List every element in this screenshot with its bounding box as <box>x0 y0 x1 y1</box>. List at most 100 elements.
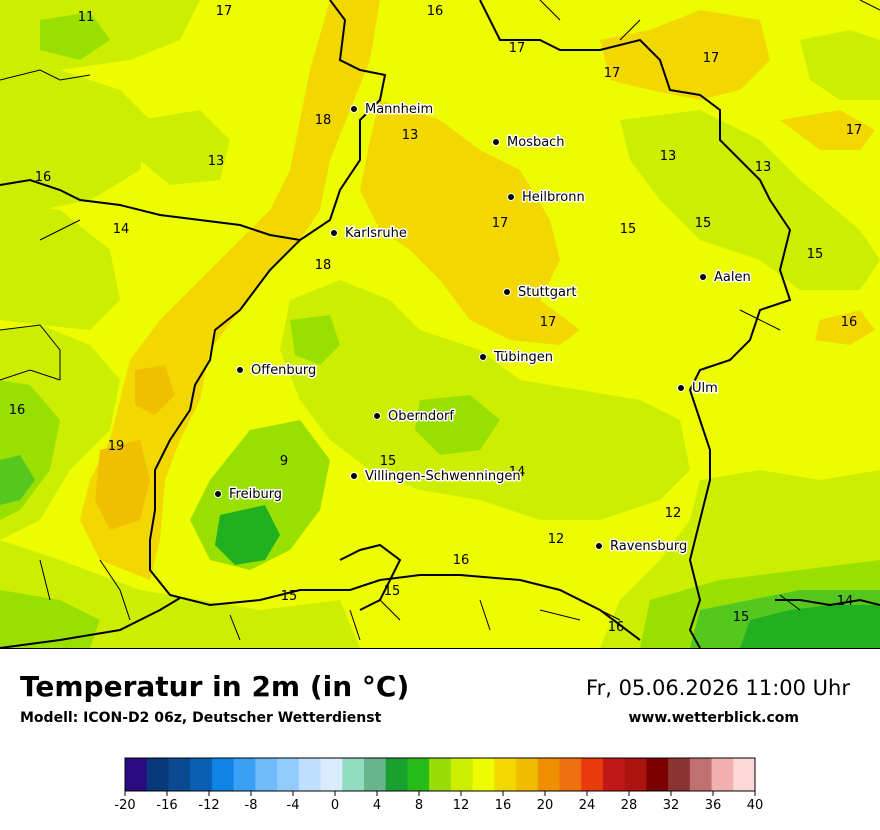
mild-zone-northeast <box>620 110 880 290</box>
cool-zone-switzerland <box>0 590 100 648</box>
color-scale-cell <box>168 758 191 791</box>
city-ulm: Ulm <box>677 380 719 398</box>
city-villingen: Villingen-Schwenningen <box>350 468 522 486</box>
city-tuebingen: Tübingen <box>479 349 555 367</box>
color-scale: -20 -16 -12 -8 -4 0 4 8 12 16 20 24 28 32 36 40 <box>114 757 763 813</box>
color-scale-cell <box>190 758 213 791</box>
color-scale-ticks: -20 -16 -12 -8 -4 0 4 8 12 16 20 24 28 32 36 40 <box>114 791 763 813</box>
color-scale-tick-label: -12 <box>198 798 219 813</box>
temperature-value: 15 <box>807 247 824 262</box>
model-source: Modell: ICON-D2 06z, Deutscher Wetterdie… <box>20 710 382 726</box>
temperature-value: 13 <box>755 160 772 175</box>
state-border-baden-wuerttemberg <box>149 0 641 641</box>
temperature-value: 15 <box>380 454 397 469</box>
color-scale-tick-label: -20 <box>114 798 135 813</box>
temperature-value: 14 <box>509 465 526 480</box>
color-scale-tick-label: 4 <box>373 798 381 813</box>
color-scale-tick-label: -8 <box>245 798 258 813</box>
cool-zone-blackforest-north <box>290 315 340 365</box>
temperature-field <box>0 0 880 648</box>
city-karlsruhe: Karlsruhe <box>330 225 408 243</box>
temperature-value: 17 <box>540 315 557 330</box>
temperature-value: 15 <box>384 584 401 599</box>
color-scale-cell <box>624 758 647 791</box>
temperature-value: 19 <box>108 439 125 454</box>
city-heilbronn: Heilbronn <box>507 189 586 207</box>
temperature-value: 12 <box>548 532 565 547</box>
color-scale-cell <box>429 758 452 791</box>
color-scale-tick-label: 40 <box>747 798 764 813</box>
temperature-value: 17 <box>604 66 621 81</box>
city-dot-freiburg <box>214 490 222 498</box>
warm-zone-rhine <box>80 0 380 580</box>
cool-zone-northwest-2 <box>0 60 150 210</box>
temperature-value: 11 <box>78 10 95 25</box>
temperature-value: 15 <box>733 610 750 625</box>
city-label-heilbronn: Heilbronn <box>522 190 585 205</box>
color-scale-tick-label: 20 <box>537 798 554 813</box>
city-label-mosbach: Mosbach <box>507 135 565 150</box>
color-scale-tick-label: 0 <box>331 798 339 813</box>
temperature-value: 17 <box>509 41 526 56</box>
color-scale-tick-label: -4 <box>287 798 300 813</box>
city-ravensburg: Ravensburg <box>595 538 689 556</box>
temperature-labels: 11 17 16 17 17 18 13 17 13 13 16 13 14 17 15 15 15 18 17 16… <box>9 4 863 635</box>
temperature-value: 17 <box>846 123 863 138</box>
city-label-villingen: Villingen-Schwenningen <box>365 469 521 484</box>
mild-zone-alb <box>415 395 500 455</box>
color-scale-cell <box>407 758 430 791</box>
country-border-south <box>0 597 181 648</box>
color-scale-tick-label: 12 <box>453 798 470 813</box>
warm-zone-hohenlohe <box>600 10 770 100</box>
color-scale-cell <box>711 758 734 791</box>
cool-zone-palatinate <box>0 200 120 330</box>
temperature-value: 18 <box>315 258 332 273</box>
warm-zone-neckar <box>360 100 580 345</box>
state-border-northeast <box>479 0 792 648</box>
color-scale-cell <box>255 758 278 791</box>
city-dot-tuebingen <box>479 353 487 361</box>
warm-zone-east <box>780 110 875 150</box>
color-scale-cell <box>689 758 713 791</box>
color-scale-cell <box>668 758 691 791</box>
color-scale-cell <box>385 758 408 791</box>
temperature-value: 13 <box>660 149 677 164</box>
color-scale-tick-label: -16 <box>156 798 177 813</box>
website-link[interactable]: www.wetterblick.com <box>628 710 800 726</box>
cold-zone-alps <box>740 605 880 648</box>
temperature-value: 12 <box>665 506 682 521</box>
color-scale-cells <box>124 757 756 792</box>
color-scale-border <box>124 757 756 792</box>
color-scale-tick-label: 8 <box>415 798 423 813</box>
color-scale-cell <box>537 758 560 791</box>
color-scale-tick-label: 36 <box>705 798 722 813</box>
temperature-value: 16 <box>608 620 625 635</box>
color-scale-cell <box>146 758 169 791</box>
color-scale-cell <box>581 758 604 791</box>
city-dot-aalen <box>699 273 707 281</box>
color-scale-cell <box>450 758 474 791</box>
temperature-value: 17 <box>216 4 233 19</box>
hot-zone-rhine-south <box>95 440 150 530</box>
temperature-value: 17 <box>703 51 720 66</box>
temperature-value: 13 <box>402 128 419 143</box>
city-dot-oberndorf <box>373 412 381 420</box>
cool-patches-northwest <box>40 12 110 60</box>
city-stuttgart: Stuttgart <box>503 284 578 302</box>
color-scale-cell <box>298 758 322 791</box>
color-scale-tick-label: 16 <box>495 798 512 813</box>
city-label-karlsruhe: Karlsruhe <box>345 226 407 241</box>
warm-zone-east-2 <box>815 310 875 345</box>
city-label-oberndorf: Oberndorf <box>388 409 454 424</box>
city-mannheim: Mannheim <box>350 101 435 119</box>
city-offenburg: Offenburg <box>236 362 318 380</box>
temperature-value: 15 <box>620 222 637 237</box>
mild-zone-central <box>280 280 690 520</box>
city-label-freiburg: Freiburg <box>229 487 282 502</box>
temperature-value: 16 <box>9 403 26 418</box>
city-freiburg: Freiburg <box>214 486 284 504</box>
temperature-value: 16 <box>453 553 470 568</box>
city-label-tuebingen: Tübingen <box>493 350 553 365</box>
color-scale-cell <box>211 758 235 791</box>
city-label-ravensburg: Ravensburg <box>610 539 687 554</box>
